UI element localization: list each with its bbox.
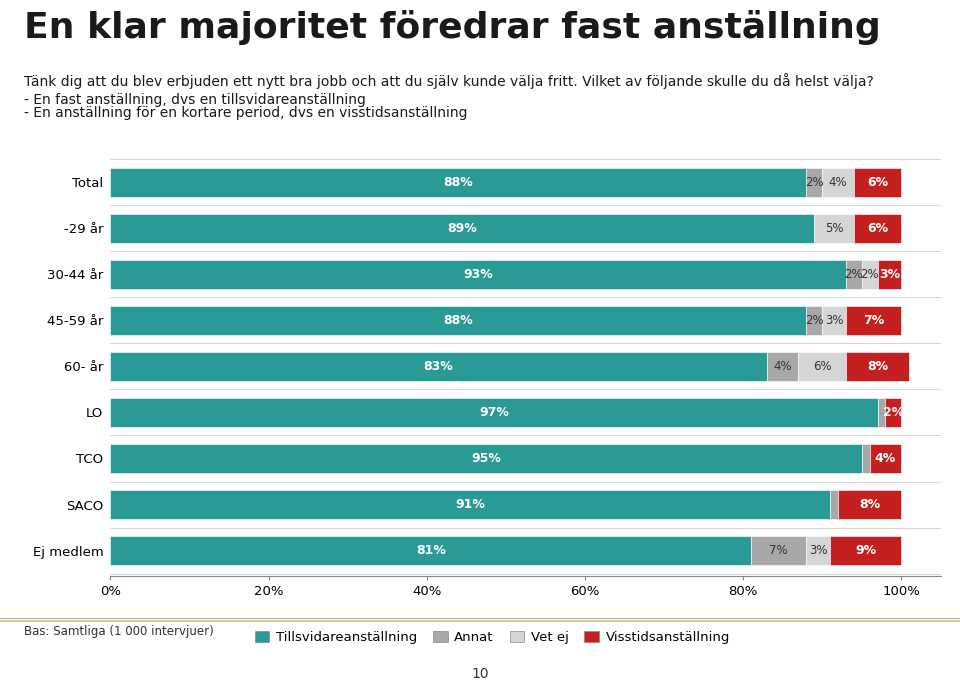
Text: - En fast anställning, dvs en tillsvidareanställning: - En fast anställning, dvs en tillsvidar… bbox=[24, 93, 366, 107]
Text: 5%: 5% bbox=[825, 222, 843, 235]
Bar bbox=[846, 352, 909, 380]
Text: 4%: 4% bbox=[875, 452, 896, 465]
Text: 4%: 4% bbox=[774, 360, 792, 373]
Bar bbox=[822, 168, 853, 197]
Text: 6%: 6% bbox=[813, 360, 831, 373]
Bar bbox=[838, 490, 901, 519]
Bar bbox=[853, 214, 901, 243]
Bar bbox=[110, 490, 830, 519]
Bar bbox=[877, 398, 885, 426]
Text: 2%: 2% bbox=[845, 268, 863, 281]
Text: En klar majoritet föredrar fast anställning: En klar majoritet föredrar fast anställn… bbox=[24, 10, 880, 45]
Bar bbox=[110, 168, 806, 197]
Text: 95%: 95% bbox=[471, 452, 501, 465]
Text: 3%: 3% bbox=[825, 314, 843, 327]
Bar bbox=[110, 444, 862, 473]
Text: 4%: 4% bbox=[828, 176, 848, 189]
Bar bbox=[110, 536, 751, 565]
Bar bbox=[751, 536, 806, 565]
Legend: Tillsvidareanställning, Annat, Vet ej, Visstidsanställning: Tillsvidareanställning, Annat, Vet ej, V… bbox=[255, 630, 730, 644]
Text: 3%: 3% bbox=[809, 544, 828, 557]
Bar bbox=[806, 306, 822, 335]
Text: 6%: 6% bbox=[867, 176, 888, 189]
Bar bbox=[846, 306, 901, 335]
Bar bbox=[806, 168, 822, 197]
Bar bbox=[822, 306, 846, 335]
Bar bbox=[830, 536, 901, 565]
Bar bbox=[806, 536, 830, 565]
Bar bbox=[767, 352, 799, 380]
Bar bbox=[830, 490, 838, 519]
Text: 3%: 3% bbox=[878, 268, 900, 281]
Text: Tänk dig att du blev erbjuden ett nytt bra jobb och att du själv kunde välja fri: Tänk dig att du blev erbjuden ett nytt b… bbox=[24, 73, 874, 89]
Bar bbox=[110, 260, 846, 289]
Text: Bas: Samtliga (1 000 intervjuer): Bas: Samtliga (1 000 intervjuer) bbox=[24, 625, 214, 638]
Text: 97%: 97% bbox=[479, 406, 509, 419]
Text: 88%: 88% bbox=[444, 176, 473, 189]
Bar bbox=[846, 260, 862, 289]
Text: 2%: 2% bbox=[860, 268, 879, 281]
Text: 81%: 81% bbox=[416, 544, 445, 557]
Bar bbox=[862, 444, 870, 473]
Bar bbox=[885, 398, 901, 426]
Text: 83%: 83% bbox=[423, 360, 453, 373]
Text: 10: 10 bbox=[471, 667, 489, 681]
Text: 2%: 2% bbox=[804, 314, 824, 327]
Bar bbox=[110, 306, 806, 335]
Text: 7%: 7% bbox=[769, 544, 788, 557]
Text: 93%: 93% bbox=[464, 268, 493, 281]
Text: 7%: 7% bbox=[863, 314, 884, 327]
Text: 89%: 89% bbox=[447, 222, 477, 235]
Bar bbox=[110, 398, 877, 426]
Text: 2%: 2% bbox=[883, 406, 904, 419]
Bar bbox=[110, 352, 767, 380]
Text: 9%: 9% bbox=[855, 544, 876, 557]
Bar bbox=[853, 168, 901, 197]
Text: 8%: 8% bbox=[867, 360, 888, 373]
Text: 91%: 91% bbox=[455, 498, 485, 511]
Bar bbox=[870, 444, 901, 473]
Text: 8%: 8% bbox=[859, 498, 880, 511]
Bar bbox=[110, 214, 814, 243]
Text: 2%: 2% bbox=[804, 176, 824, 189]
Bar bbox=[877, 260, 901, 289]
Text: 88%: 88% bbox=[444, 314, 473, 327]
Bar bbox=[799, 352, 846, 380]
Text: - En anställning för en kortare period, dvs en visstidsanställning: - En anställning för en kortare period, … bbox=[24, 106, 468, 120]
Bar bbox=[862, 260, 877, 289]
Bar bbox=[814, 214, 853, 243]
Text: 6%: 6% bbox=[867, 222, 888, 235]
